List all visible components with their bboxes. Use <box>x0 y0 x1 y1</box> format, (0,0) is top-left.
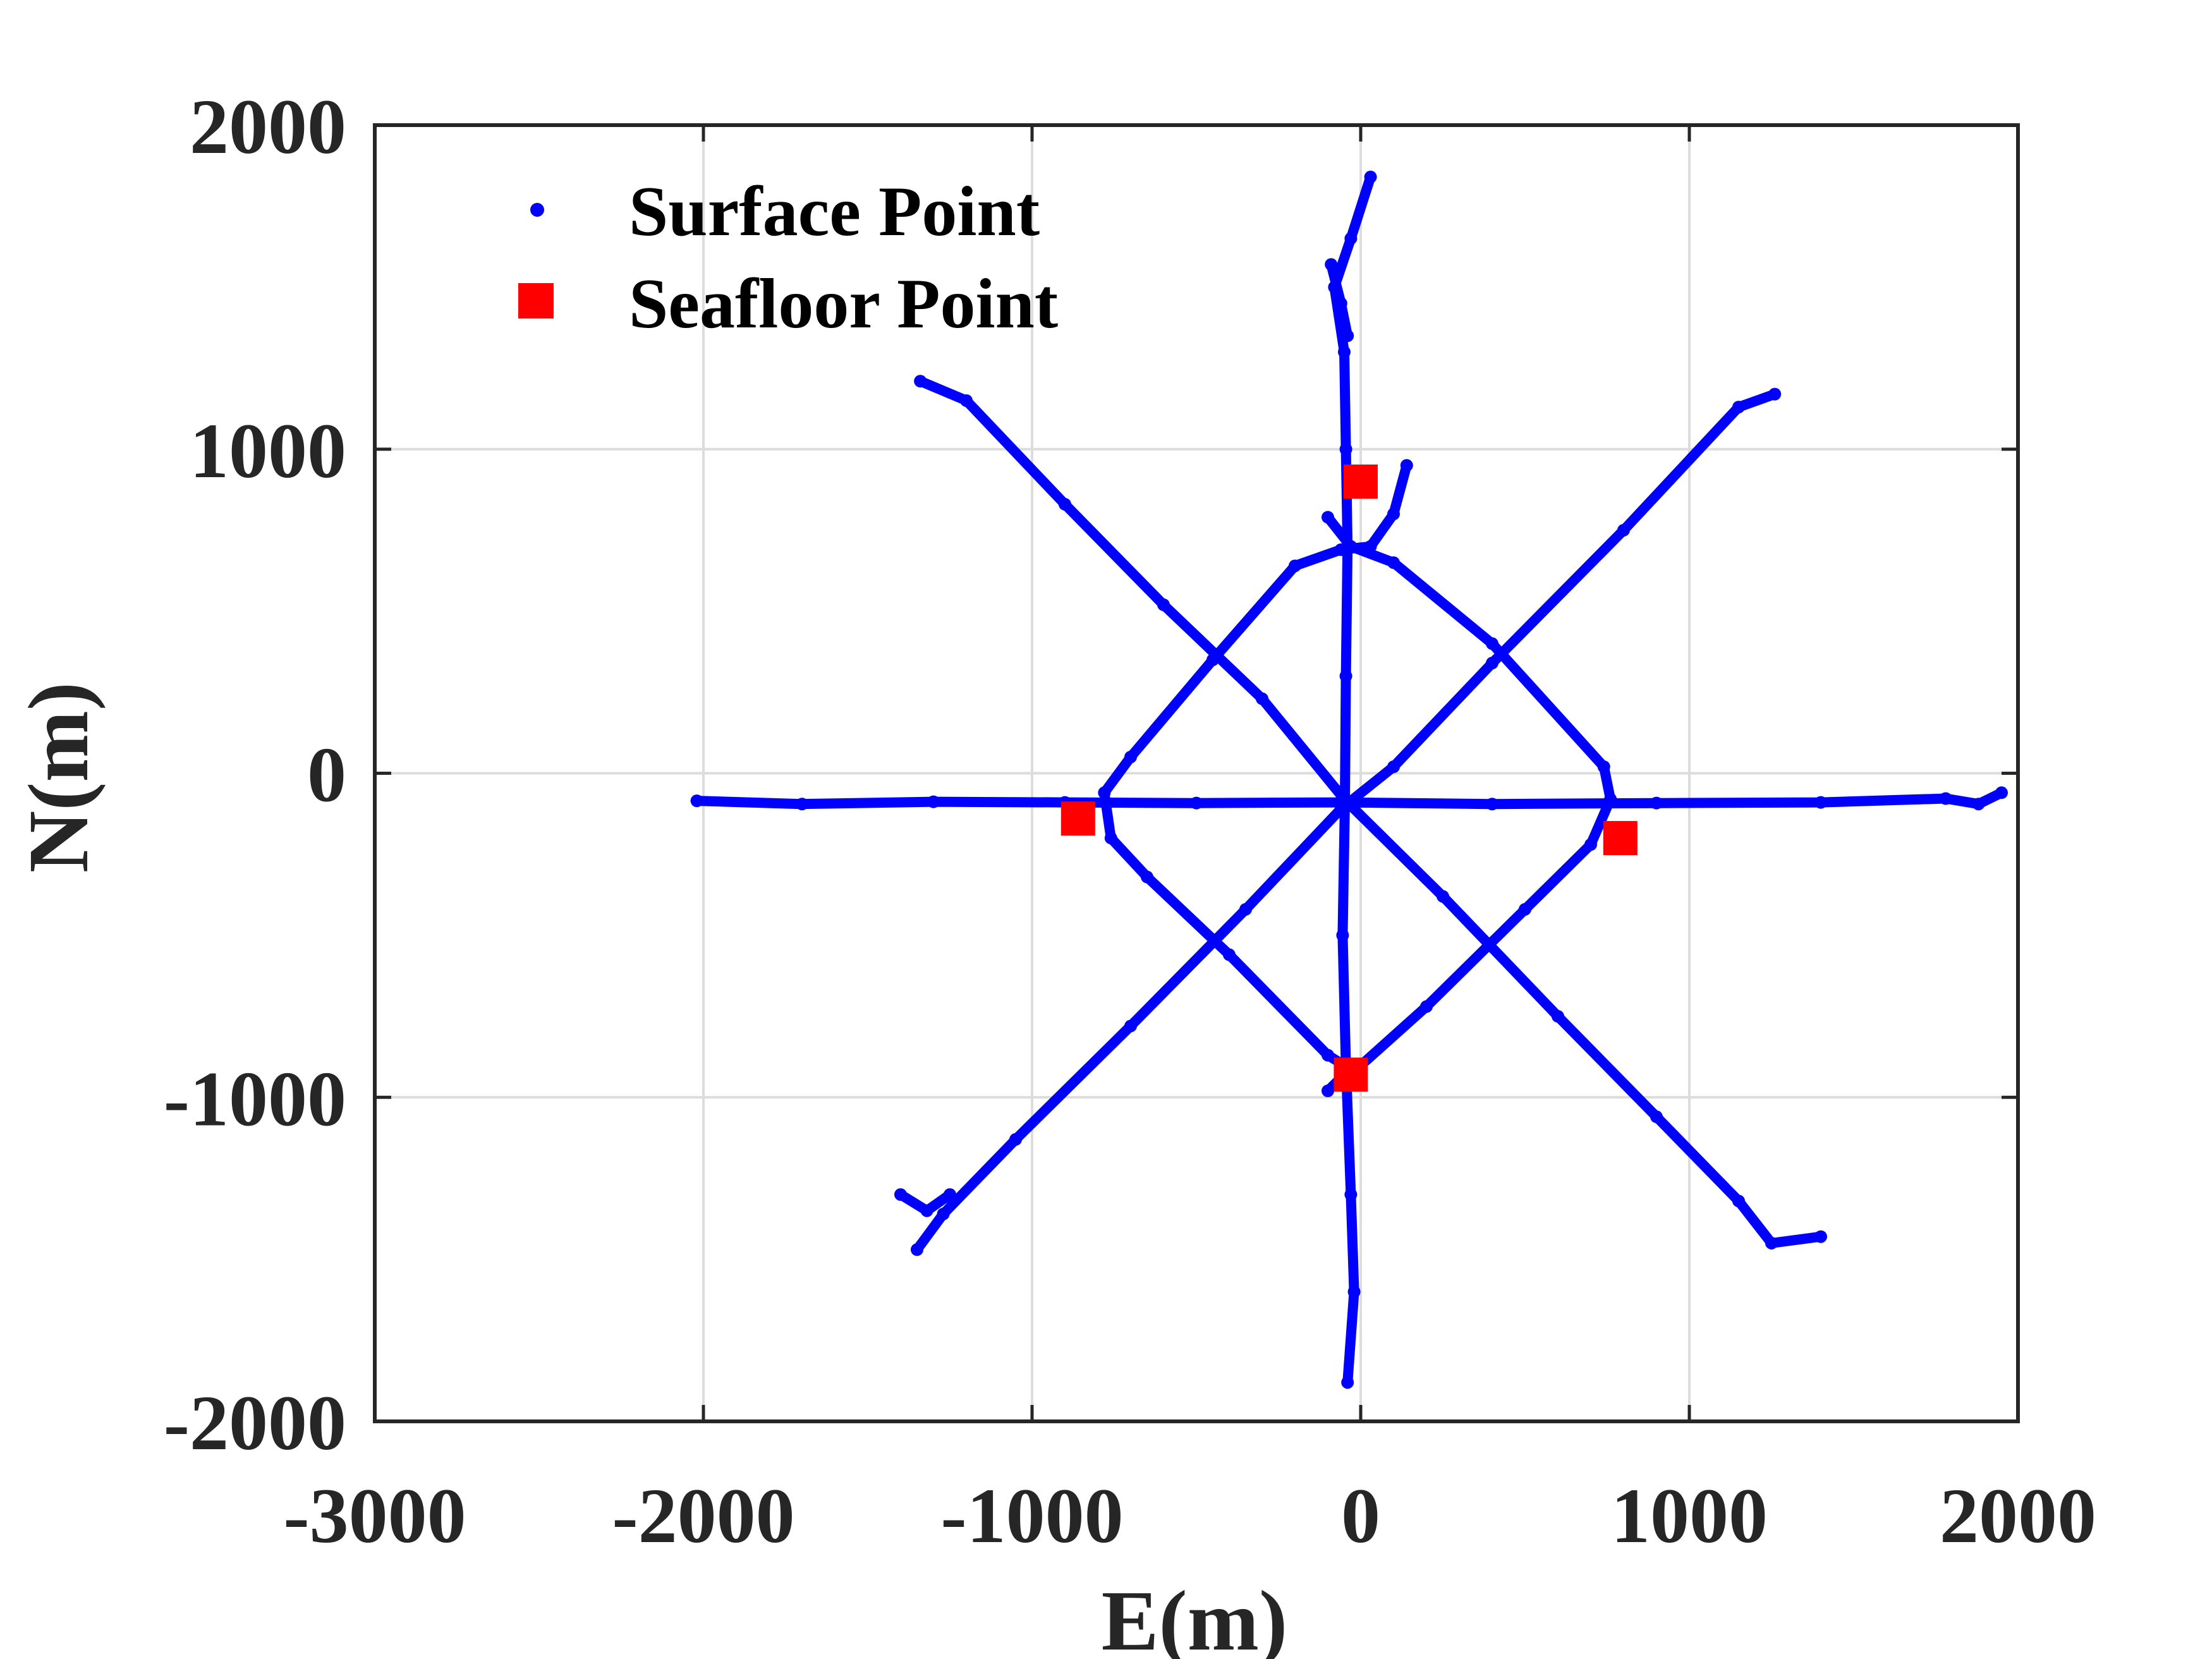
surface-point <box>1104 832 1117 845</box>
surface-point <box>1322 511 1334 524</box>
surface-point <box>1334 543 1347 556</box>
surface-point <box>1486 637 1498 650</box>
surface-point <box>1339 669 1352 683</box>
surface-point <box>1336 928 1349 942</box>
surface-point <box>1059 497 1071 511</box>
surface-point <box>1486 798 1498 811</box>
legend-seafloor-label: Seafloor Point <box>629 265 1058 343</box>
axis-ticks <box>373 123 2020 1423</box>
y-tick-label: -1000 <box>164 1055 346 1142</box>
surface-point <box>1552 1010 1564 1023</box>
surface-point <box>1157 598 1170 611</box>
y-tick-label: 0 <box>307 732 346 818</box>
x-axis-label: E(m) <box>1102 1574 1288 1659</box>
surface-point <box>1344 1188 1358 1201</box>
surface-track-line <box>1099 460 1616 1077</box>
surface-point <box>1387 556 1400 569</box>
y-tick-label: 2000 <box>190 83 346 170</box>
seafloor-point <box>1334 1057 1368 1092</box>
x-tick-label: 1000 <box>1611 1473 1768 1559</box>
surface-point <box>1814 796 1827 809</box>
surface-point <box>1732 1194 1745 1208</box>
surface-point <box>1322 1048 1334 1062</box>
surface-point <box>1341 1376 1354 1389</box>
surface-point <box>1650 1110 1663 1124</box>
surface-point <box>1650 796 1663 810</box>
surface-point <box>1339 796 1352 809</box>
surface-point <box>1206 653 1219 667</box>
surface-point <box>1420 1000 1433 1013</box>
surface-point <box>1387 507 1400 521</box>
surface-point <box>1344 232 1358 245</box>
seafloor-points <box>1060 465 1638 1092</box>
y-tick-label: 1000 <box>190 408 346 494</box>
surface-point <box>1338 345 1351 358</box>
surface-point <box>1584 838 1597 851</box>
x-tick-label: -1000 <box>940 1473 1123 1559</box>
x-tick-label: -3000 <box>283 1473 466 1559</box>
surface-point <box>1732 401 1745 414</box>
surface-point <box>1341 329 1354 343</box>
surface-point <box>1400 459 1413 472</box>
surface-point <box>1322 1084 1334 1097</box>
surface-point <box>1437 890 1449 903</box>
surface-point <box>960 394 973 407</box>
surface-point <box>1289 559 1301 573</box>
seafloor-point <box>1344 465 1378 499</box>
surface-point <box>914 375 927 388</box>
surface-point <box>894 1188 907 1201</box>
seafloor-point <box>1060 801 1095 836</box>
surface-track-line <box>915 376 1826 1248</box>
x-tick-label: -2000 <box>612 1473 794 1559</box>
surface-point <box>1814 1230 1827 1243</box>
surface-point <box>1387 760 1400 774</box>
surface-point <box>1141 870 1153 884</box>
surface-point <box>1765 1236 1778 1249</box>
x-tick-label: 0 <box>1341 1473 1380 1559</box>
surface-point <box>1325 258 1338 271</box>
surface-point <box>1486 657 1498 670</box>
y-tick-label: -2000 <box>164 1380 346 1466</box>
surface-point <box>1939 792 1952 805</box>
surface-point <box>1124 1019 1137 1033</box>
surface-point <box>1768 387 1782 401</box>
x-tick-labels: -3000 -2000 -1000 0 1000 2000 <box>283 1473 2096 1559</box>
legend-surface-label: Surface Point <box>629 173 1040 251</box>
surface-point <box>1604 793 1617 806</box>
surface-point <box>1347 1285 1361 1298</box>
surface-point <box>1124 750 1137 763</box>
surface-point <box>920 1204 933 1217</box>
surface-point <box>1364 540 1377 553</box>
surface-point <box>1597 760 1610 774</box>
y-tick-labels: -2000 -1000 0 1000 2000 <box>164 83 346 1466</box>
surface-point <box>1190 796 1203 810</box>
surface-point <box>1972 798 1985 811</box>
surface-point <box>1617 523 1630 537</box>
surface-point <box>1009 1133 1022 1146</box>
surface-point <box>1344 540 1358 553</box>
legend: Surface Point Seafloor Point <box>518 173 1058 343</box>
grid-lines <box>375 125 2018 1421</box>
legend-seafloor-marker <box>518 283 554 319</box>
surface-point <box>690 794 703 808</box>
surface-point <box>1364 171 1377 184</box>
surface-point <box>1098 786 1111 799</box>
surface-point <box>1256 692 1268 705</box>
surface-point <box>1223 948 1236 961</box>
surface-point <box>1519 902 1531 916</box>
surface-point <box>1339 442 1352 456</box>
surface-point <box>927 795 940 808</box>
legend-surface-marker <box>530 203 544 217</box>
seafloor-point <box>1603 821 1638 856</box>
surface-point <box>937 1207 950 1220</box>
surface-point <box>911 1243 923 1256</box>
y-axis-label: N(m) <box>11 682 106 873</box>
surface-point <box>944 1188 956 1201</box>
surface-point <box>796 798 808 811</box>
x-tick-label: 2000 <box>1940 1473 2096 1559</box>
surface-point <box>1239 902 1252 916</box>
surface-point <box>1995 786 2008 799</box>
surface-point <box>1334 297 1347 310</box>
